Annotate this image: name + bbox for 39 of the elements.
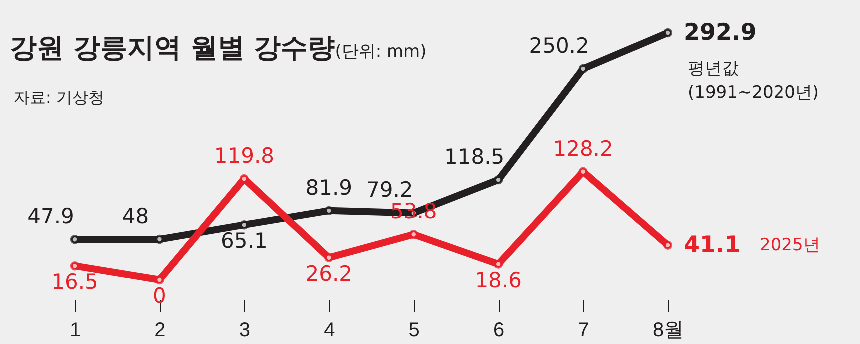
data-label: 18.6 <box>475 268 522 292</box>
data-label: 128.2 <box>553 136 614 161</box>
point <box>663 28 673 38</box>
x-tick-label: 7 <box>578 320 590 342</box>
point <box>409 230 418 240</box>
data-label: 41.1 <box>684 232 741 258</box>
data-label: 16.5 <box>52 270 98 294</box>
data-label: 118.5 <box>444 145 505 170</box>
text: 2025년 <box>760 235 820 256</box>
point <box>494 260 504 269</box>
annotation: 자료: 기상청 <box>14 88 104 109</box>
point <box>494 175 504 185</box>
x-tick-label: 4 <box>324 320 336 342</box>
data-label: 119.8 <box>214 144 274 168</box>
data-label: 26.2 <box>306 262 353 286</box>
x-tick-label: 1 <box>70 320 82 342</box>
point <box>578 64 588 74</box>
text: (단위: mm) <box>335 42 427 62</box>
data-label: 81.9 <box>306 176 353 200</box>
data-label: 0 <box>153 284 166 308</box>
x-tick-label: 8월 <box>652 320 684 342</box>
data-label: 48 <box>122 204 150 229</box>
x-tick-label: 3 <box>239 320 250 342</box>
point <box>155 275 164 285</box>
series-label: 평년값 (1991~2020년) <box>688 59 820 103</box>
chart-title: 강원 강릉지역 월별 강수량 <box>10 33 336 64</box>
x-tick-label: 5 <box>408 320 420 342</box>
data-label: 292.9 <box>684 20 757 46</box>
point <box>663 240 673 250</box>
data-label: 47.9 <box>28 204 74 229</box>
x-tick-label: 2 <box>154 320 166 342</box>
data-label: 250.2 <box>529 34 590 58</box>
x-tick-label: 6 <box>494 320 505 342</box>
point <box>70 235 80 244</box>
point <box>240 220 250 230</box>
data-label: 65.1 <box>221 229 268 254</box>
point <box>70 261 80 271</box>
point <box>324 253 334 263</box>
data-label: 79.2 <box>366 178 414 202</box>
